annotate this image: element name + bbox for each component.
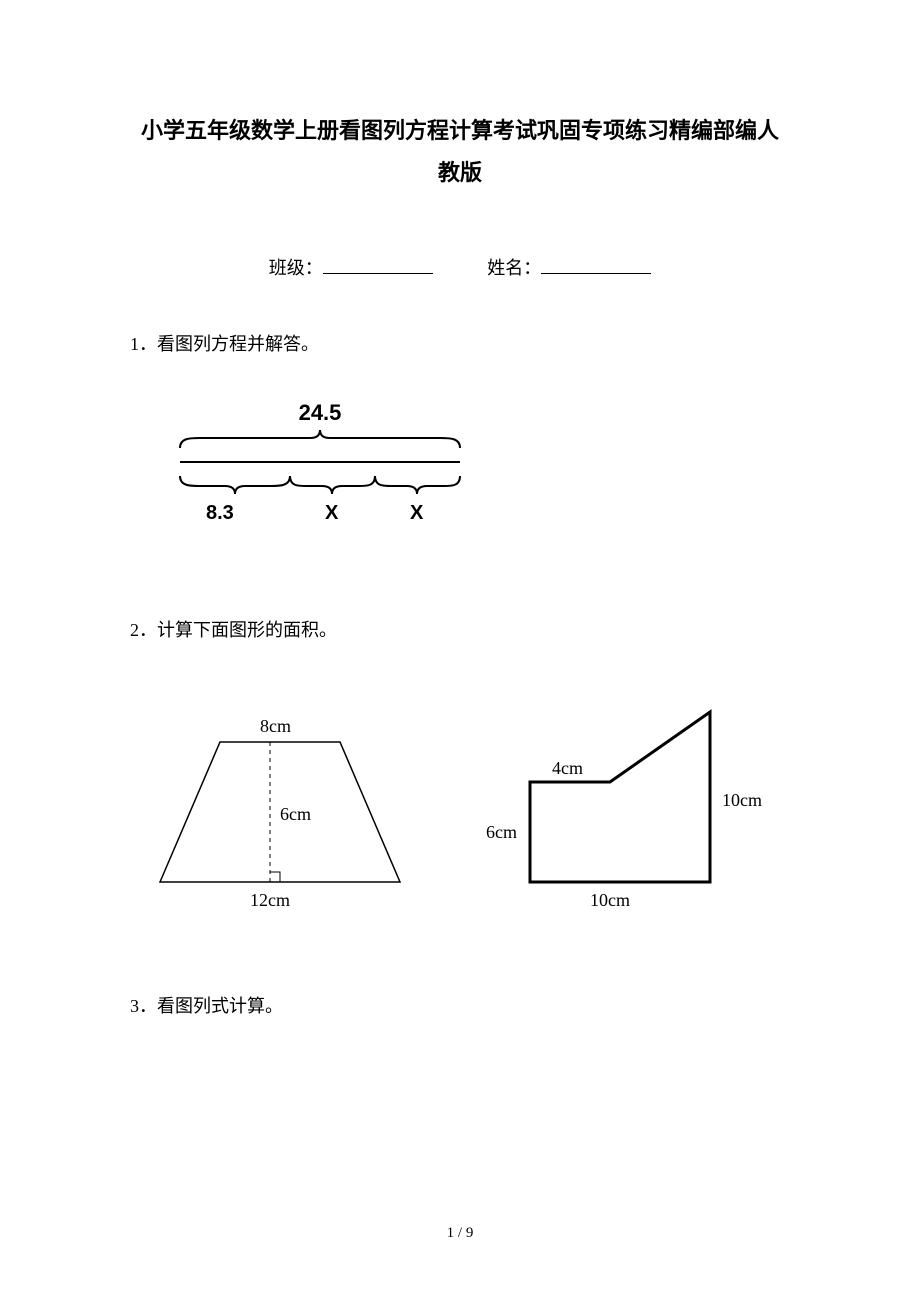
question-3: 3．看图列式计算。: [130, 992, 790, 1018]
form-row: 班级： 姓名：: [130, 254, 790, 280]
seg-label-1: 8.3: [206, 502, 234, 525]
page-number: 1 / 9: [0, 1225, 920, 1242]
bracket-diagram: 24.5 8.3 X X: [170, 406, 470, 536]
q2-text: 计算下面图形的面积。: [157, 620, 337, 640]
title-line-1: 小学五年级数学上册看图列方程计算考试巩固专项练习精编部编人: [130, 110, 790, 152]
trap-top-label: 8cm: [260, 716, 291, 737]
bracket-svg: [170, 430, 470, 500]
total-label: 24.5: [170, 400, 470, 426]
class-blank[interactable]: [323, 256, 433, 274]
comp-step-label: 4cm: [552, 758, 583, 779]
trap-bottom-label: 12cm: [250, 890, 290, 911]
q1-figure: 24.5 8.3 X X: [130, 406, 790, 536]
trapezoid-figure: 8cm 6cm 12cm: [140, 712, 430, 922]
comp-left-label: 6cm: [486, 822, 517, 843]
comp-right-label: 10cm: [722, 790, 762, 811]
q2-num: 2．: [130, 620, 157, 640]
seg-label-2: X: [325, 502, 338, 525]
question-1: 1．看图列方程并解答。: [130, 330, 790, 356]
q3-num: 3．: [130, 996, 157, 1016]
q1-num: 1．: [130, 334, 157, 354]
q1-text: 看图列方程并解答。: [157, 334, 319, 354]
composite-svg: [470, 702, 780, 922]
q2-figures: 8cm 6cm 12cm 4cm 6cm 10cm 10cm: [140, 702, 790, 922]
name-blank[interactable]: [541, 256, 651, 274]
seg-label-3: X: [410, 502, 423, 525]
page: 小学五年级数学上册看图列方程计算考试巩固专项练习精编部编人 教版 班级： 姓名：…: [0, 0, 920, 1018]
trap-height-label: 6cm: [280, 804, 311, 825]
name-label: 姓名：: [487, 254, 541, 280]
comp-bottom-label: 10cm: [590, 890, 630, 911]
class-label: 班级：: [269, 254, 323, 280]
title-line-2: 教版: [130, 152, 790, 194]
question-2: 2．计算下面图形的面积。: [130, 616, 790, 642]
composite-figure: 4cm 6cm 10cm 10cm: [470, 702, 780, 922]
q3-text: 看图列式计算。: [157, 996, 283, 1016]
